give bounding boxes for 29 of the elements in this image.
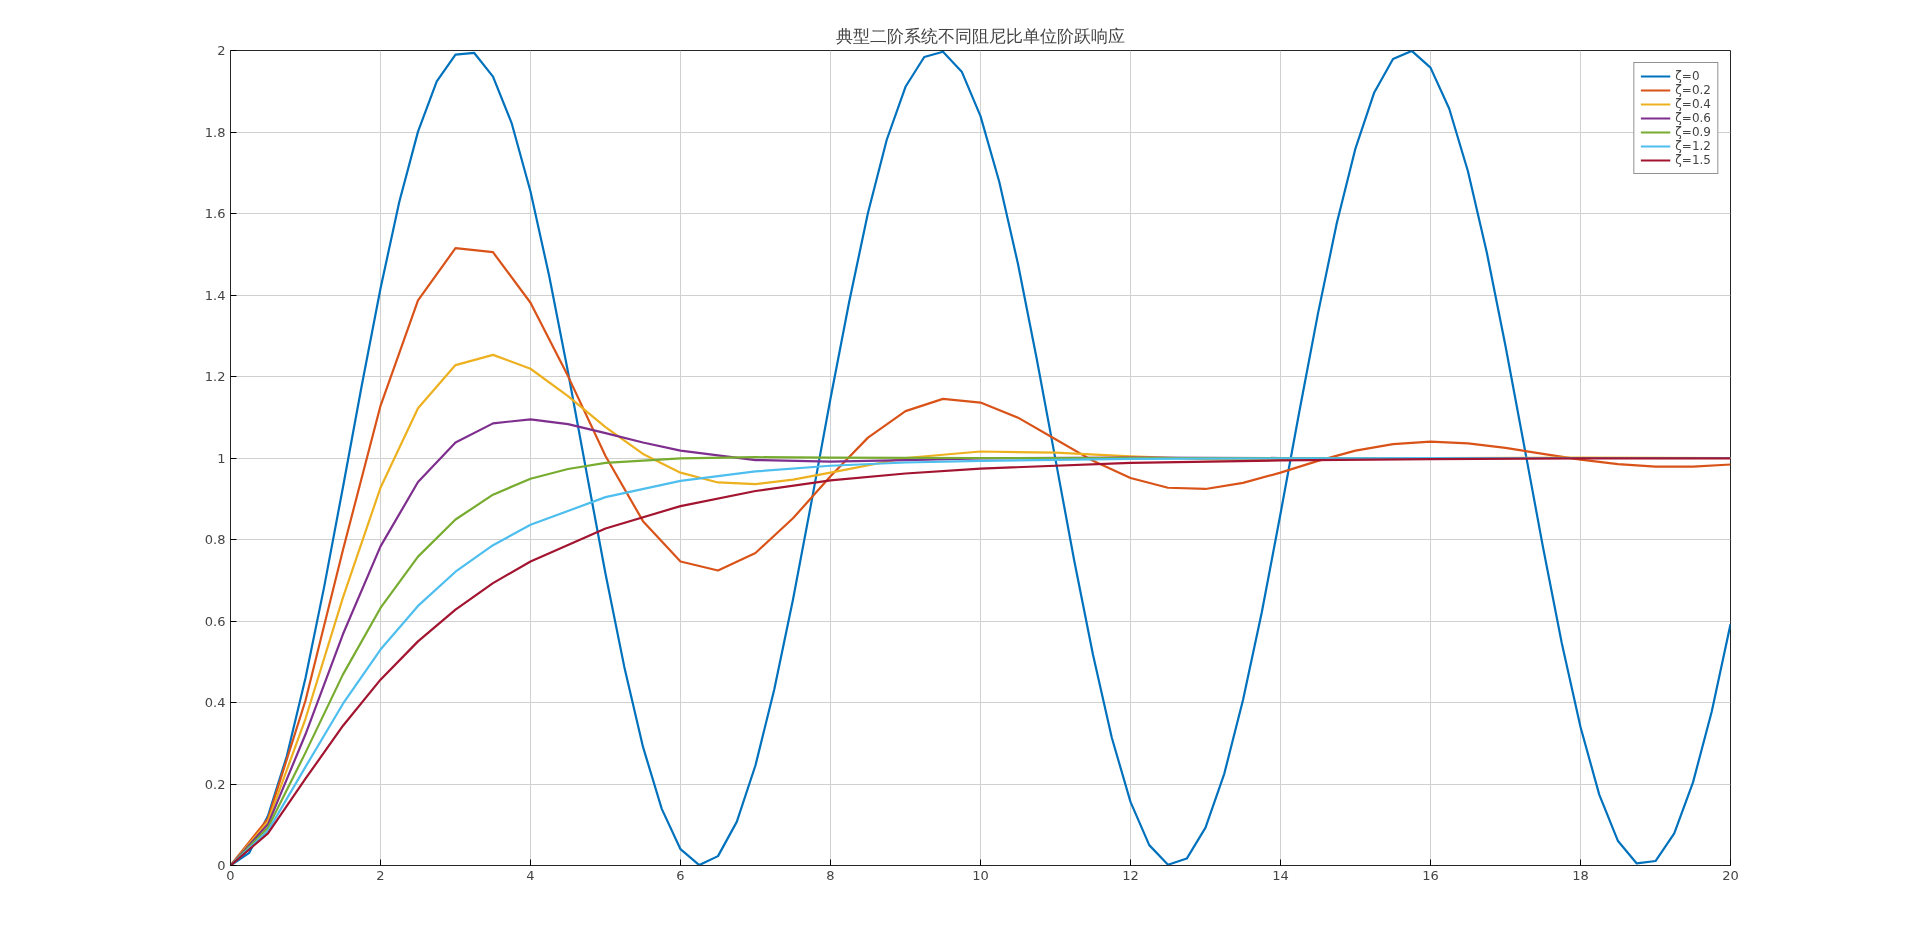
y-tick-label: 0.8 <box>204 532 226 547</box>
x-tick-label: 8 <box>826 867 835 883</box>
x-tick-label: 16 <box>1422 867 1439 883</box>
y-tick-label: 1.4 <box>204 287 226 303</box>
y-tick-label: 1.2 <box>204 369 226 384</box>
y-tick-label: 1 <box>217 450 226 466</box>
x-tick-label: 2 <box>376 867 385 883</box>
y-tick-label: 0.6 <box>204 613 226 629</box>
legend-label: ζ=0.6 <box>1675 111 1711 125</box>
x-tick-label: 4 <box>526 867 535 883</box>
x-tick-label: 14 <box>1272 867 1289 883</box>
x-tick-label: 18 <box>1572 867 1589 883</box>
y-tick-label: 1.6 <box>204 206 226 221</box>
y-tick-label: 0.4 <box>204 695 226 710</box>
legend-label: ζ=0 <box>1675 69 1700 83</box>
legend-label: ζ=1.5 <box>1675 153 1711 167</box>
y-tick-label: 2 <box>217 43 226 58</box>
x-tick-label: 6 <box>676 867 685 883</box>
legend-label: ζ=0.9 <box>1675 125 1711 139</box>
x-tick-label: 20 <box>1722 867 1739 883</box>
y-tick-label: 1.8 <box>204 124 226 140</box>
legend-label: ζ=0.4 <box>1675 97 1711 111</box>
chart-title: 典型二阶系统不同阻尼比单位阶跃响应 <box>836 25 1125 46</box>
legend-label: ζ=1.2 <box>1675 139 1711 153</box>
y-tick-label: 0.2 <box>204 776 226 792</box>
x-tick-label: 10 <box>972 867 989 883</box>
line-series <box>230 50 1731 866</box>
x-tick-label: 12 <box>1122 867 1139 883</box>
legend-label: ζ=0.2 <box>1675 83 1711 97</box>
